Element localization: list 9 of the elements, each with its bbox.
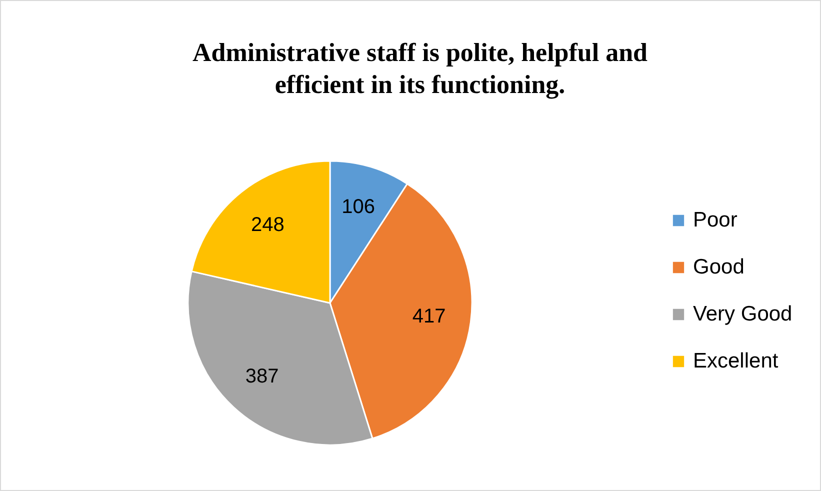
legend-label: Very Good: [693, 302, 792, 326]
data-label: 106: [342, 196, 376, 218]
legend-label: Good: [693, 256, 744, 278]
chart-title: Administrative staff is polite, helpful and efficient in its functioning.: [192, 38, 648, 99]
data-label: 248: [250, 214, 284, 236]
data-label: 387: [245, 365, 279, 388]
legend-label: Poor: [693, 208, 738, 232]
data-label: 417: [412, 306, 446, 328]
legend-label: Excellent: [693, 350, 778, 372]
